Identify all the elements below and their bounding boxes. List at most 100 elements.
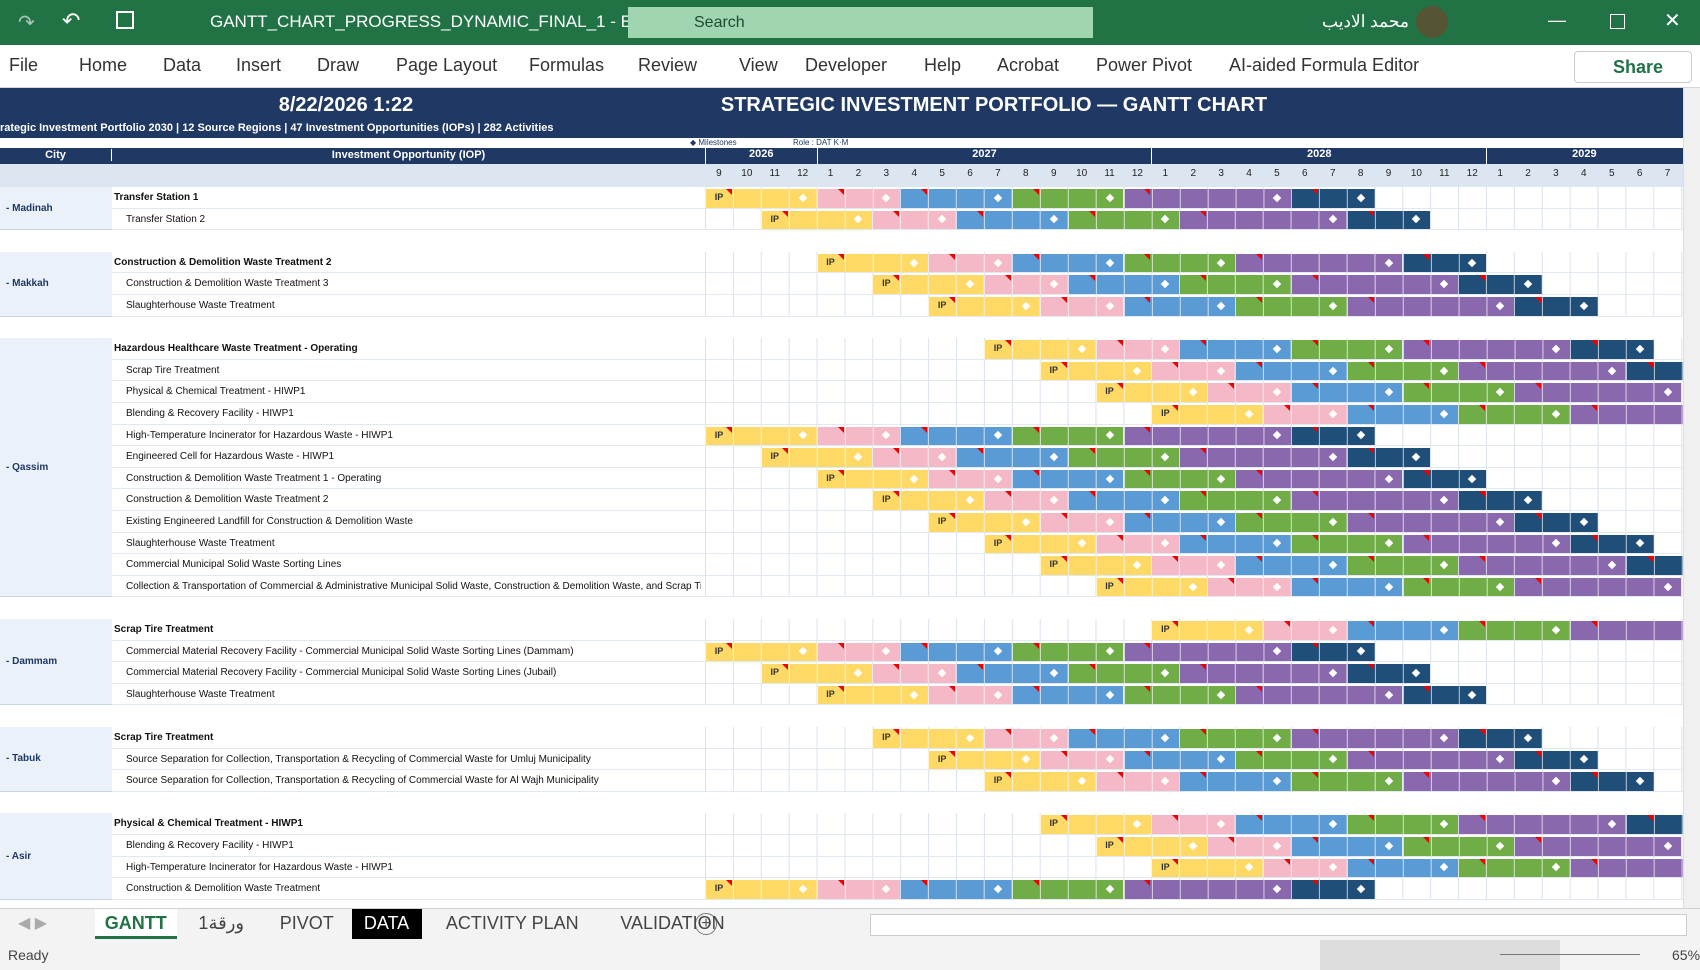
gantt-phase — [1151, 621, 1263, 640]
phase-start-flag — [921, 426, 928, 433]
gantt-phase — [1039, 815, 1152, 834]
start-label: IP — [993, 343, 1003, 354]
ribbon-tab[interactable]: Review — [638, 55, 698, 75]
zoom-level: 65% — [1672, 947, 1700, 963]
redo-icon[interactable]: ↷ — [18, 12, 35, 34]
month-label: 1 — [1497, 168, 1503, 179]
gantt-phase — [900, 642, 1012, 662]
close-button[interactable]: ✕ — [1664, 10, 1681, 32]
phase-start-flag — [1256, 750, 1262, 757]
ribbon-tab[interactable]: Power Pivot — [1096, 55, 1193, 75]
horizontal-scrollbar[interactable] — [870, 914, 1687, 936]
ribbon-tab[interactable]: Home — [79, 55, 128, 75]
ribbon-tab[interactable]: File — [9, 55, 39, 75]
gantt-phase — [1346, 513, 1515, 532]
start-label: IP — [1049, 559, 1058, 570]
month-label: 7 — [1329, 168, 1336, 179]
phase-start-flag — [977, 210, 983, 217]
sheet-tab[interactable]: DATA — [351, 909, 422, 939]
phase-start-flag — [1172, 556, 1179, 563]
iop-name: Slaughterhouse Waste Treatment — [126, 300, 275, 311]
year-label: 2026 — [705, 148, 817, 164]
phase-start-flag — [1535, 383, 1541, 390]
add-sheet-button[interactable]: + — [695, 913, 717, 935]
ribbon-tab[interactable]: Formulas — [529, 55, 605, 75]
phase-start-flag — [1088, 664, 1095, 671]
phase-start-flag — [949, 750, 956, 757]
gantt-phase — [816, 685, 929, 705]
undo-icon[interactable]: ↶ — [62, 8, 81, 33]
gantt-phase — [1151, 405, 1263, 424]
gantt-phase — [1235, 469, 1403, 489]
ribbon-tab[interactable]: Draw — [317, 55, 360, 75]
start-label: IP — [1105, 386, 1114, 397]
phase-start-flag — [1367, 815, 1374, 822]
gantt-phase — [1095, 837, 1208, 856]
phase-start-flag — [1311, 534, 1318, 541]
gantt-phase — [1346, 405, 1459, 424]
sheet-tab[interactable]: GANTT — [95, 909, 177, 939]
iop-name: Slaughterhouse Waste Treatment — [126, 688, 275, 700]
phase-start-flag — [1367, 210, 1374, 217]
phase-start-flag — [1590, 621, 1597, 627]
gantt-phase — [872, 729, 984, 748]
gantt-phase — [1346, 815, 1459, 834]
phase-start-flag — [1535, 297, 1541, 303]
iop-name: Construction & Demolition Waste Treatmen… — [126, 278, 329, 290]
ribbon-tab[interactable]: View — [739, 55, 778, 75]
phase-start-flag — [921, 880, 928, 887]
sheet-tab[interactable]: VALIDATION — [620, 913, 725, 933]
month-label: 3 — [883, 168, 890, 179]
month-label: 2 — [855, 168, 862, 179]
phase-start-flag — [1535, 577, 1541, 584]
ribbon-tab[interactable]: Insert — [236, 55, 282, 75]
start-label: IP — [993, 775, 1003, 786]
gantt-phase — [1290, 729, 1459, 748]
user-avatar[interactable] — [1416, 6, 1448, 38]
phase-start-flag — [1590, 534, 1597, 541]
tab-nav[interactable]: ◀ ▶ — [18, 915, 48, 932]
ribbon-tab[interactable]: AI-aided Formula Editor — [1229, 55, 1420, 75]
iop-name: High-Temperature Incinerator for Hazardo… — [126, 861, 393, 873]
share-button[interactable]: Share — [1574, 51, 1692, 83]
gantt-phase — [1458, 621, 1570, 640]
ribbon-tab[interactable]: Developer — [805, 55, 888, 75]
gantt-phase — [1179, 772, 1291, 791]
phase-start-flag — [1172, 621, 1179, 627]
restore-button[interactable] — [1610, 14, 1625, 29]
city-label: - Tabuk — [6, 753, 41, 765]
city-cell — [0, 727, 112, 792]
gantt-phase — [1095, 383, 1208, 402]
zoom-slider[interactable] — [1500, 954, 1640, 955]
phase-start-flag — [1479, 405, 1486, 411]
search-box[interactable]: Search — [628, 7, 1093, 38]
phase-start-flag — [1116, 577, 1123, 584]
start-label: IP — [882, 732, 891, 742]
vertical-scrollbar[interactable] — [1683, 88, 1700, 908]
ribbon-tab[interactable]: Page Layout — [396, 55, 498, 75]
gantt-phase — [984, 534, 1096, 554]
sheet-tab[interactable]: ورقة1 — [198, 913, 245, 933]
gantt-phase — [1402, 534, 1570, 554]
phase-start-flag — [1200, 772, 1207, 779]
ribbon-tab[interactable]: Data — [163, 55, 202, 75]
sheet-tab[interactable]: PIVOT — [279, 913, 334, 933]
phase-start-flag — [1423, 837, 1430, 843]
phase-start-flag — [1116, 340, 1123, 347]
gantt-phase — [1179, 275, 1291, 294]
view-buttons[interactable] — [1320, 940, 1560, 970]
gantt-phase — [984, 772, 1096, 791]
ribbon-tabs: Share File Home Data Insert Draw Page Layout F… — [0, 45, 1700, 88]
year-label: 2028 — [1151, 148, 1486, 164]
phase-start-flag — [1479, 361, 1486, 368]
save-icon[interactable] — [116, 11, 134, 29]
phase-start-flag — [1479, 556, 1486, 563]
gantt-phase — [1067, 448, 1180, 467]
ribbon-tab[interactable]: Acrobat — [997, 55, 1060, 75]
minimize-button[interactable]: — — [1548, 10, 1566, 30]
ribbon-tab[interactable]: Help — [924, 55, 962, 75]
gantt-phase — [1346, 556, 1459, 575]
phase-start-flag — [1088, 491, 1095, 498]
sheet-tab[interactable]: ACTIVITY PLAN — [445, 913, 579, 933]
gantt-phase — [1011, 253, 1124, 273]
